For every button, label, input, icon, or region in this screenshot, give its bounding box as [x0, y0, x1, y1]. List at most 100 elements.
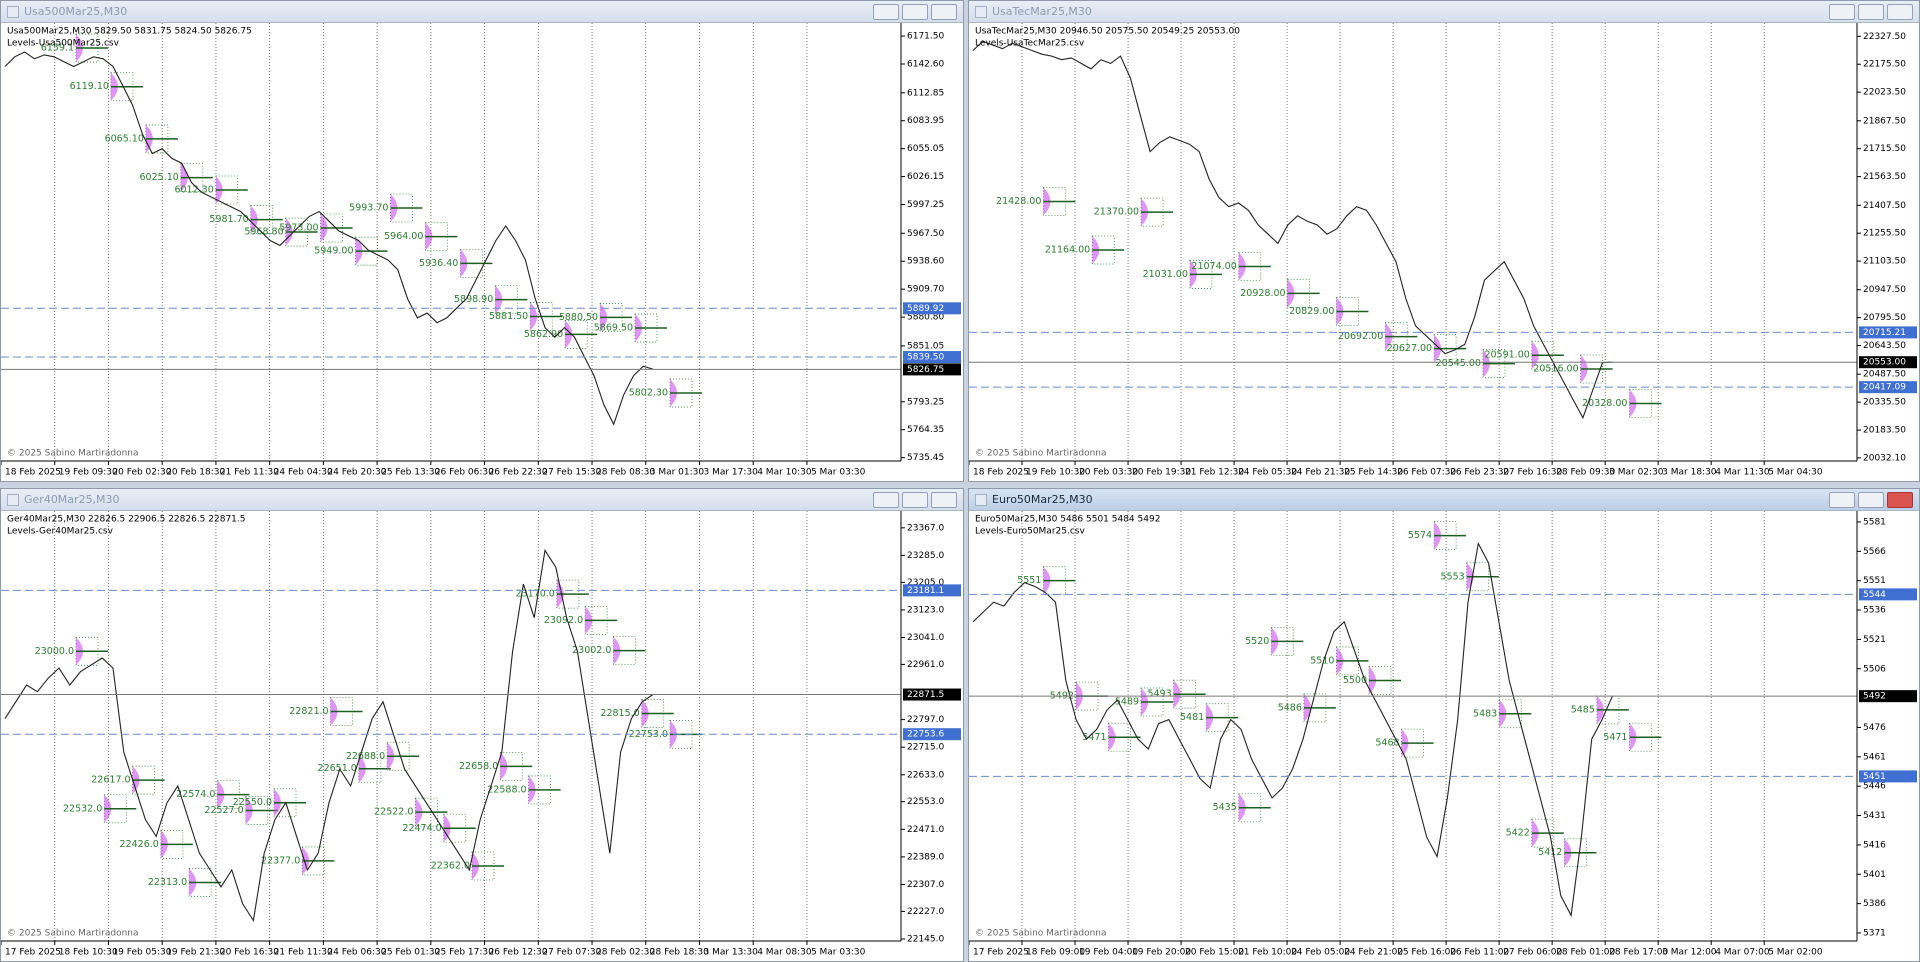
level-label: 22574.0	[176, 789, 215, 800]
price-line	[4, 548, 654, 923]
x-tick-label: 24 Feb 21:30	[1291, 468, 1350, 478]
level-label: 5949.00	[314, 246, 353, 257]
maximize-button[interactable]	[1858, 491, 1884, 508]
copyright: © 2025 Sabino Martiradonna	[7, 449, 139, 459]
chart-header: Ger40Mar25,M30 22826.5 22906.5 22826.5 2…	[7, 515, 246, 525]
maximize-button[interactable]	[1858, 3, 1884, 20]
close-button[interactable]	[931, 491, 957, 508]
x-tick-label: 18 Feb 09:00	[1026, 948, 1085, 958]
y-tick-label: 22227.0	[907, 907, 944, 917]
window-title: Usa500Mar25,M30	[24, 5, 128, 18]
copyright: © 2025 Sabino Martiradonna	[7, 929, 139, 939]
y-tick-label: 20795.50	[1863, 313, 1906, 323]
y-tick-label: 6112.85	[907, 88, 944, 98]
price-tag-label: 22753.6	[907, 730, 944, 740]
level-label: 22522.0	[374, 807, 413, 818]
maximize-button[interactable]	[902, 3, 928, 20]
x-tick-label: 20 Feb 03:30	[1079, 468, 1138, 478]
price-line	[4, 51, 654, 426]
price-axis	[901, 23, 963, 481]
levels-file: Levels-UsaTecMar25.csv	[975, 39, 1085, 49]
x-tick-label: 24 Feb 04:30	[274, 468, 333, 478]
x-tick-label: 24 Feb 21:00	[1344, 948, 1403, 958]
x-tick-label: 27 Feb 06:00	[1503, 948, 1562, 958]
price-tag-label: 5544	[1863, 590, 1886, 600]
y-tick-label: 20032.10	[1863, 453, 1906, 463]
level-label: 20627.00	[1387, 343, 1432, 354]
y-tick-label: 21407.50	[1863, 201, 1906, 211]
window-title: Euro50Mar25,M30	[992, 493, 1093, 506]
level-label: 20328.00	[1582, 398, 1627, 409]
close-button[interactable]	[1887, 491, 1913, 508]
y-tick-label: 23205.0	[907, 578, 944, 588]
y-tick-label: 5566	[1863, 547, 1886, 557]
y-tick-label: 6083.95	[907, 116, 944, 126]
x-tick-label: 25 Feb 17:30	[435, 948, 494, 958]
chart-area: 5551 5492 5471 5489 5493 5481 5435 5520 5486 5510…	[969, 511, 1919, 961]
y-tick-label: 5880.80	[907, 313, 944, 323]
price-line	[972, 40, 1613, 420]
level-label: 23170.0	[516, 589, 555, 600]
x-tick-label: 20 Feb 16:30	[220, 948, 279, 958]
level-label: 5973.00	[279, 222, 318, 233]
window-title: UsaTecMar25,M30	[992, 5, 1092, 18]
minimize-button[interactable]	[873, 491, 899, 508]
minimize-button[interactable]	[1829, 3, 1855, 20]
y-tick-label: 20183.50	[1863, 426, 1906, 436]
level-label: 5553	[1440, 571, 1464, 582]
y-tick-label: 20487.50	[1863, 370, 1906, 380]
y-tick-label: 5446	[1863, 782, 1886, 792]
x-tick-label: 27 Feb 07:30	[542, 948, 601, 958]
level-label: 21074.00	[1191, 261, 1236, 272]
x-tick-label: 24 Feb 05:30	[1238, 468, 1297, 478]
y-tick-label: 20947.50	[1863, 285, 1906, 295]
y-tick-label: 6171.50	[907, 32, 944, 42]
y-tick-label: 5764.35	[907, 425, 944, 435]
level-label: 22550.0	[233, 797, 272, 808]
x-tick-label: 25 Feb 14:30	[1344, 468, 1403, 478]
level-label: 5435	[1213, 802, 1237, 813]
x-tick-label: 28 Feb 17:00	[1609, 948, 1668, 958]
level-label: 5500	[1343, 675, 1367, 686]
copyright: © 2025 Sabino Martiradonna	[975, 449, 1107, 459]
x-tick-label: 21 Feb 10:00	[1238, 948, 1297, 958]
x-tick-label: 21 Feb 11:30	[220, 468, 279, 478]
level-label: 22426.0	[120, 839, 159, 850]
price-tag	[903, 351, 961, 364]
y-tick-label: 5416	[1863, 840, 1886, 850]
y-tick-label: 22471.0	[907, 825, 944, 835]
price-tag-label: 5889.92	[907, 304, 944, 314]
price-axis	[1857, 511, 1919, 961]
level-label: 5468	[1375, 738, 1399, 749]
level-label: 5964.00	[384, 231, 423, 242]
x-tick-label: 27 Feb 15:30	[542, 468, 601, 478]
minimize-button[interactable]	[1829, 491, 1855, 508]
x-tick-label: 20 Feb 18:30	[166, 468, 225, 478]
y-tick-label: 6142.60	[907, 59, 944, 69]
level-label: 5422	[1506, 828, 1530, 839]
level-label: 22753.0	[629, 729, 668, 740]
level-label: 23000.0	[35, 646, 74, 657]
level-label: 5412	[1538, 847, 1562, 858]
maximize-button[interactable]	[902, 491, 928, 508]
level-label: 20829.00	[1289, 306, 1334, 317]
levels-file: Levels-Ger40Mar25.csv	[7, 527, 114, 537]
chart-header: Usa500Mar25,M30 5829.50 5831.75 5824.50 …	[7, 27, 252, 37]
title-bar: UsaTecMar25,M30	[969, 1, 1919, 23]
close-button[interactable]	[1887, 3, 1913, 20]
level-label: 22658.0	[459, 761, 498, 772]
level-label: 22821.0	[289, 706, 328, 717]
x-tick-label: 20 Feb 02:30	[112, 468, 171, 478]
price-tag	[903, 302, 961, 315]
level-label: 5574	[1408, 530, 1432, 541]
close-button[interactable]	[931, 3, 957, 20]
price-tag-label: 20417.09	[1863, 383, 1906, 393]
y-tick-label: 5506	[1863, 664, 1886, 674]
minimize-button[interactable]	[873, 3, 899, 20]
y-tick-label: 5386	[1863, 899, 1886, 909]
level-box	[1091, 235, 1115, 265]
price-tag-label: 20715.21	[1863, 328, 1906, 338]
level-label: 5510	[1310, 655, 1334, 666]
x-tick-label: 28 Feb 09:30	[1556, 468, 1615, 478]
x-tick-label: 26 Feb 07:30	[1397, 468, 1456, 478]
